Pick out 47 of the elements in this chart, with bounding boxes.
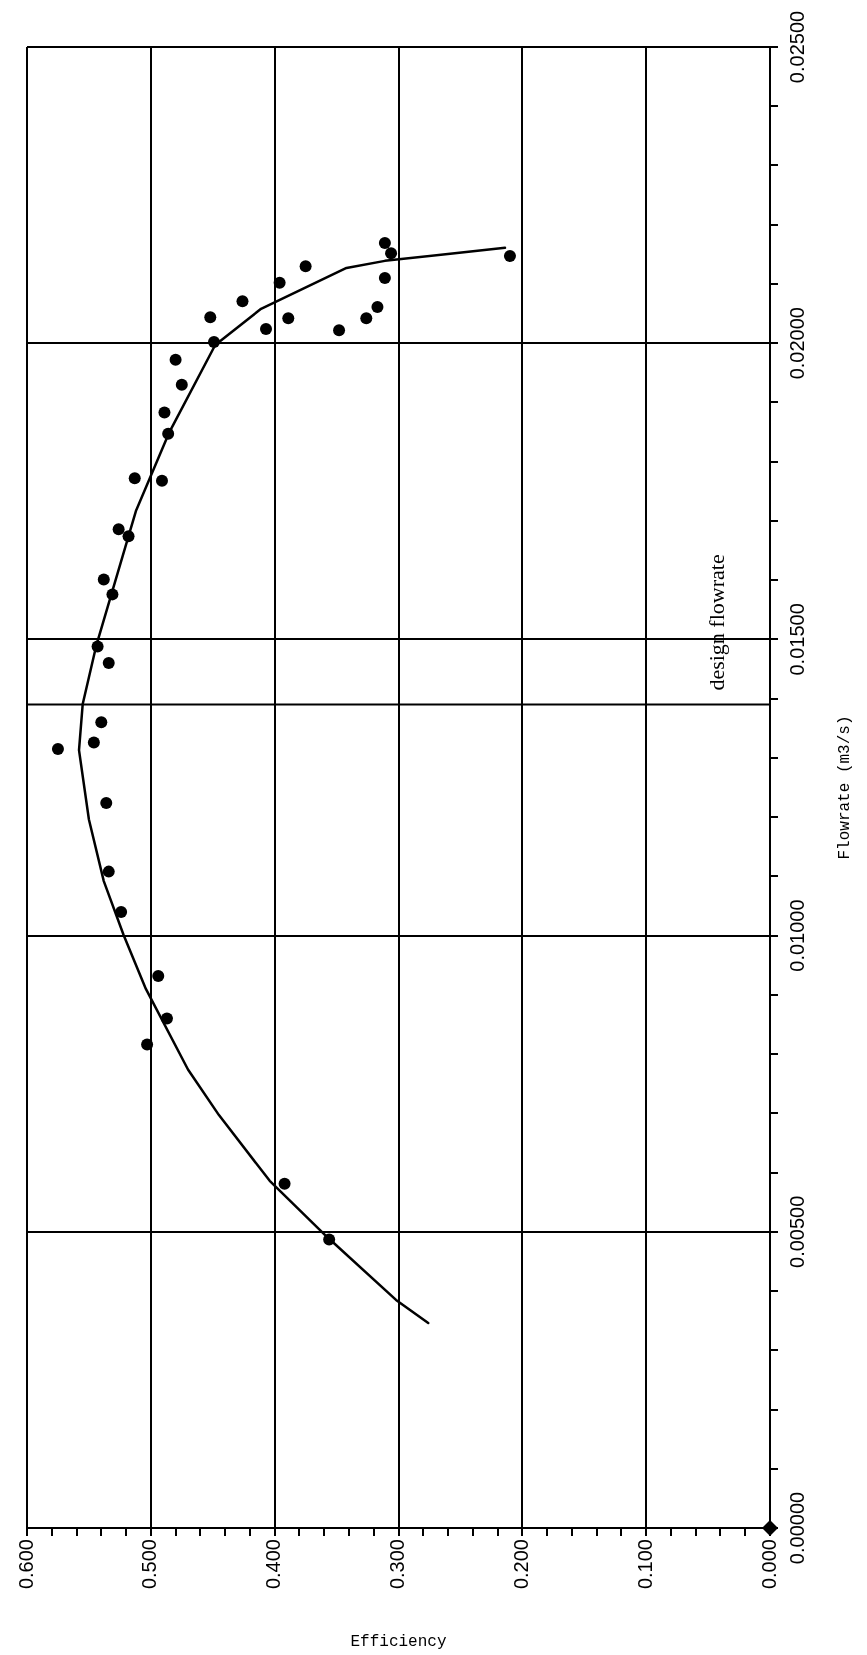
point bbox=[97, 573, 110, 586]
y-tick-label: 0.01500 bbox=[785, 603, 808, 676]
point bbox=[503, 250, 516, 263]
y-tick-label: 0.02000 bbox=[785, 307, 808, 380]
y-tick-label: 0.00000 bbox=[785, 1491, 808, 1565]
point bbox=[236, 295, 249, 308]
point bbox=[282, 312, 295, 325]
point bbox=[141, 1038, 154, 1051]
point bbox=[273, 276, 286, 289]
ref-line-label: design flowrate bbox=[703, 554, 729, 691]
point bbox=[762, 1520, 778, 1536]
point bbox=[112, 523, 125, 536]
y-tick-label: 0.00500 bbox=[785, 1195, 808, 1268]
point bbox=[278, 1177, 291, 1190]
point bbox=[360, 312, 373, 325]
point bbox=[371, 301, 384, 314]
point bbox=[87, 736, 100, 749]
point bbox=[378, 237, 391, 250]
point bbox=[100, 796, 113, 809]
point bbox=[333, 324, 346, 337]
point bbox=[378, 272, 391, 285]
point bbox=[204, 311, 217, 324]
point bbox=[158, 406, 171, 419]
x-tick-label: 0.000 bbox=[757, 1539, 780, 1590]
point bbox=[95, 716, 108, 729]
point bbox=[51, 742, 64, 755]
point bbox=[260, 322, 272, 335]
x-tick-label: 0.400 bbox=[262, 1539, 285, 1590]
x-tick-label: 0.300 bbox=[386, 1539, 409, 1590]
point bbox=[385, 247, 398, 260]
point bbox=[102, 657, 115, 670]
point bbox=[102, 865, 115, 878]
point bbox=[299, 260, 312, 273]
point bbox=[175, 378, 188, 391]
point bbox=[152, 969, 165, 982]
x-axis-title: Efficiency bbox=[350, 1632, 447, 1651]
y-axis-title: Flowrate (m3/s) bbox=[836, 715, 855, 860]
x-tick-label: 0.100 bbox=[633, 1539, 656, 1590]
x-tick-label: 0.500 bbox=[138, 1539, 161, 1590]
y-tick-label: 0.01000 bbox=[785, 899, 808, 972]
x-tick-label: 0.600 bbox=[14, 1539, 37, 1590]
point bbox=[115, 905, 128, 918]
point bbox=[155, 474, 168, 487]
x-tick-label: 0.200 bbox=[509, 1539, 532, 1590]
y-tick-label: 0.02500 bbox=[785, 10, 808, 84]
point bbox=[128, 472, 141, 485]
point bbox=[169, 353, 182, 366]
